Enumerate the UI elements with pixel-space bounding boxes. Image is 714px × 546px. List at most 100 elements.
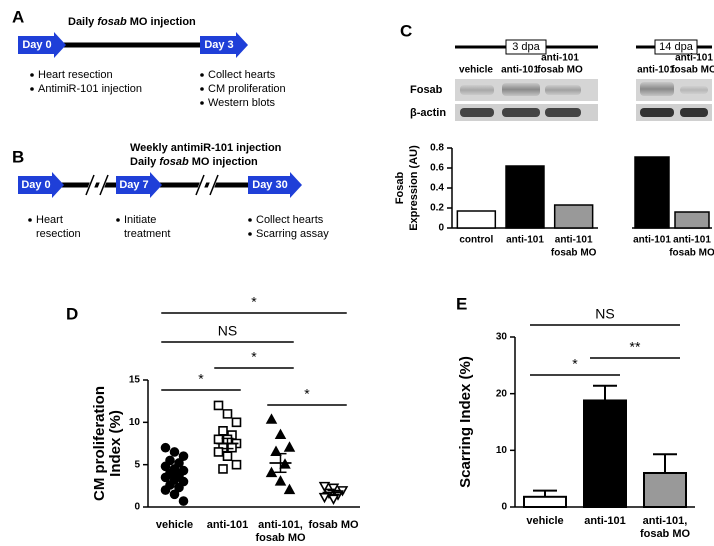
significance-label: * (572, 356, 578, 372)
data-point (231, 459, 242, 470)
data-point (213, 400, 224, 411)
data-point (213, 447, 224, 457)
data-point (169, 489, 180, 500)
blot-row-label: β-actin (410, 107, 446, 119)
day-label: Day 0 (21, 179, 50, 191)
x-tick-label: fosab MO (669, 248, 714, 259)
note: Initiate (124, 214, 156, 226)
x-tick-label: anti-101, (258, 519, 303, 531)
group-box (505, 39, 547, 55)
significance-label: NS (595, 306, 614, 322)
text-segment: MO injection (189, 156, 258, 168)
day-arrow (248, 172, 302, 198)
note: Scarring assay (256, 228, 329, 240)
data-point (283, 441, 296, 452)
bar (505, 165, 545, 229)
lane-label: anti-101 (501, 65, 539, 76)
y-tick-label: 5 (134, 459, 140, 470)
y-tick-label: 0 (134, 502, 140, 513)
data-point (283, 483, 296, 495)
bullet (116, 218, 120, 222)
significance-label: * (251, 294, 257, 310)
text-segment: fosab (159, 156, 189, 168)
x-tick-label: vehicle (156, 519, 193, 531)
y-tick-label: 0.6 (430, 163, 444, 174)
x-tick-label: fosab MO (308, 519, 359, 531)
y-tick-label: 10 (496, 445, 508, 456)
data-point (274, 475, 287, 486)
data-point (231, 417, 242, 428)
x-tick-label: anti-101 (673, 235, 711, 246)
data-point (222, 409, 233, 419)
x-tick-label: anti-101 (207, 519, 249, 531)
bar (674, 211, 710, 229)
day-label: Day 30 (252, 179, 287, 191)
lane-label: anti-101 (541, 53, 579, 64)
bullet (30, 87, 34, 91)
day-label: Day 7 (119, 179, 148, 191)
y-axis-label: Fosab (394, 172, 406, 205)
bullet (28, 218, 32, 222)
bar (634, 156, 670, 229)
bullet (200, 73, 204, 77)
data-point (213, 434, 224, 445)
panel-label: D (66, 304, 78, 323)
note: Western blots (208, 97, 276, 109)
text-segment: MO injection (127, 16, 196, 28)
panel-label: C (400, 21, 412, 40)
data-point (218, 426, 228, 436)
text-segment: Daily (130, 156, 159, 168)
y-tick-label: 0.8 (430, 143, 444, 154)
y-tick-label: 0 (438, 223, 444, 234)
x-tick-label: anti-101 (555, 235, 593, 246)
lane-label: vehicle (459, 65, 493, 76)
blot-row-label: Fosab (410, 84, 443, 96)
bar (553, 204, 594, 229)
day-arrow (116, 172, 162, 198)
panel-label: A (12, 7, 24, 26)
note: AntimiR-101 injection (38, 83, 142, 95)
bar (523, 495, 567, 508)
significance-label: * (251, 349, 257, 365)
x-tick-label: vehicle (526, 515, 563, 527)
group-label: 14 dpa (659, 41, 694, 53)
data-point (160, 461, 171, 472)
y-tick-label: 15 (129, 375, 141, 386)
x-tick-label: anti-101, (643, 515, 688, 527)
y-axis-label: Scarring Index (%) (457, 356, 474, 488)
timeline-break (85, 173, 219, 197)
x-tick-label: control (459, 235, 493, 246)
note: CM proliferation (208, 83, 286, 95)
data-point (160, 442, 171, 453)
group-label: 3 dpa (512, 41, 540, 53)
data-point (265, 413, 278, 424)
group-box (654, 39, 698, 55)
note: Heart (36, 214, 63, 226)
day-label: Day 3 (204, 39, 233, 51)
lane-label: anti-101 (675, 53, 713, 64)
day-label: Day 0 (22, 39, 51, 51)
data-point (327, 483, 340, 494)
text-line: Daily fosab MO injection (130, 156, 258, 168)
x-tick-label: anti-101 (633, 235, 671, 246)
day-arrow (18, 172, 64, 198)
data-point (318, 492, 331, 504)
data-point (178, 451, 189, 462)
bullet (30, 73, 34, 77)
data-point (218, 464, 228, 474)
text-segment: fosab (97, 16, 127, 28)
x-tick-label: fosab MO (255, 532, 306, 544)
significance-label: * (304, 386, 310, 402)
data-point (160, 485, 171, 495)
text-segment: Daily (68, 16, 97, 28)
y-tick-label: 0.2 (430, 203, 444, 214)
day-arrow (200, 32, 248, 58)
bullet (200, 87, 204, 91)
bar (643, 472, 687, 508)
y-tick-label: 30 (496, 332, 508, 343)
data-point (327, 494, 340, 505)
blot-bands (460, 82, 708, 117)
data-point (274, 428, 287, 440)
note: treatment (124, 228, 170, 240)
data-point (169, 447, 180, 457)
